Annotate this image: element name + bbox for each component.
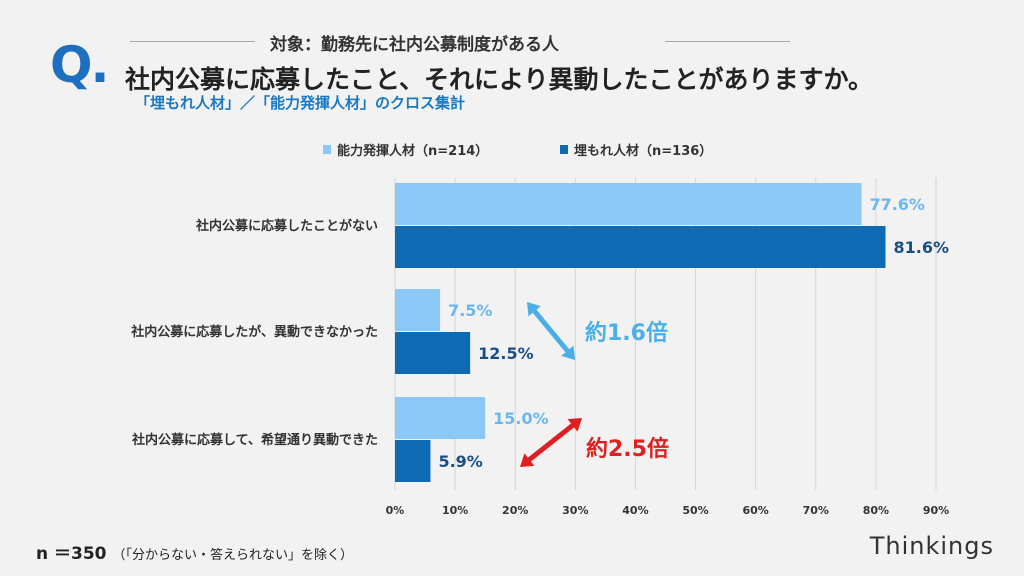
x-tick-label: 80% <box>863 504 889 517</box>
subtitle: 「埋もれ人材」／「能力発揮人材」のクロス集計 <box>135 94 466 112</box>
bar <box>395 226 886 268</box>
n-value: n ＝350 <box>36 544 107 564</box>
x-tick-label: 20% <box>502 504 528 517</box>
x-tick-label: 50% <box>682 504 708 517</box>
page-title: 社内公募に応募したこと、それにより異動したことがありますか。 <box>125 65 874 94</box>
legend-swatch <box>560 145 568 154</box>
data-label: 77.6% <box>869 195 925 214</box>
x-tick-label: 90% <box>923 504 949 517</box>
x-tick-label: 40% <box>622 504 648 517</box>
data-label: 15.0% <box>493 409 549 428</box>
target-text: 対象：勤務先に社内公募制度がある人 <box>270 35 559 55</box>
data-label: 12.5% <box>478 344 534 363</box>
data-label: 81.6% <box>894 238 950 257</box>
legend-label: 埋もれ人材（n=136） <box>574 143 712 159</box>
divider <box>130 41 255 42</box>
legend-label: 能力発揮人材（n=214） <box>337 143 488 159</box>
double-arrow-icon <box>527 302 575 360</box>
data-label: 7.5% <box>448 301 492 320</box>
q-mark: Q. <box>50 36 109 94</box>
x-tick-label: 60% <box>742 504 768 517</box>
category-label: 社内公募に応募して、希望通り異動できた <box>131 432 378 448</box>
bar <box>395 440 431 482</box>
x-tick-label: 10% <box>442 504 468 517</box>
data-label: 5.9% <box>438 452 482 471</box>
category-label: 社内公募に応募したことがない <box>195 218 378 234</box>
legend-swatch <box>323 145 331 154</box>
x-tick-label: 30% <box>562 504 588 517</box>
sample-size: n ＝350 （「分からない・答えられない」を除く） <box>36 539 353 564</box>
n-note: （「分からない・答えられない」を除く） <box>112 548 353 563</box>
x-tick-label: 0% <box>386 504 405 517</box>
brand-logo: Thinkings <box>869 532 994 560</box>
bar <box>395 397 486 439</box>
x-tick-label: 70% <box>803 504 829 517</box>
ratio-annotation: 約2.5倍 <box>586 436 669 462</box>
bar <box>395 183 862 225</box>
bar <box>395 332 471 374</box>
category-label: 社内公募に応募したが、異動できなかった <box>130 324 378 340</box>
double-arrow-icon <box>520 418 582 467</box>
ratio-annotation: 約1.6倍 <box>585 320 668 346</box>
bar <box>395 289 441 331</box>
divider <box>665 41 790 42</box>
